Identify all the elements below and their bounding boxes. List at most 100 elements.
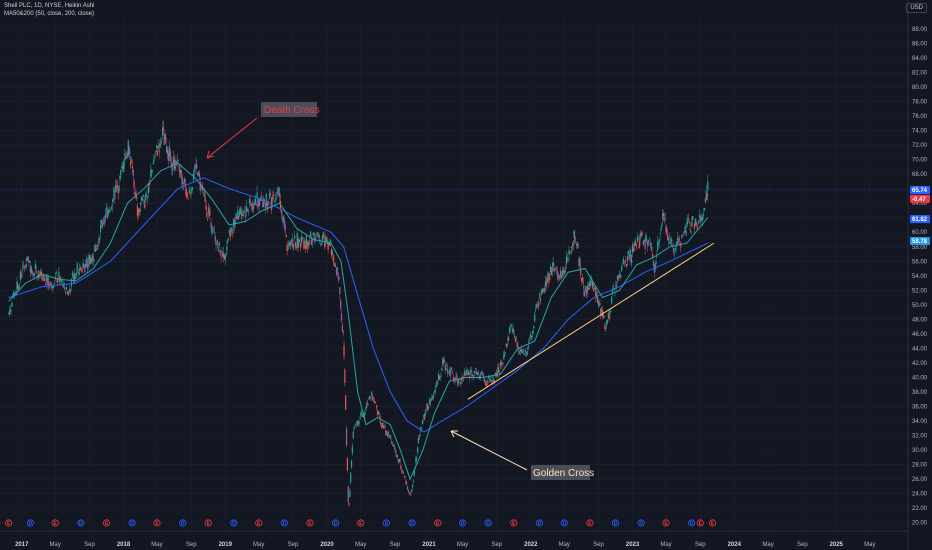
candle-body xyxy=(671,240,673,242)
dividend-marker[interactable] xyxy=(688,519,696,527)
indicator-legend[interactable]: MA50&200 (50, close, 200, close) xyxy=(4,11,95,17)
candle-body xyxy=(232,232,234,233)
candle-body xyxy=(640,233,642,235)
y-tick-label: 50.00 xyxy=(912,303,928,309)
candle-body xyxy=(274,198,277,200)
symbol-title[interactable]: Shell PLC, 1D, NYSE, Heikin Ashi xyxy=(4,3,95,9)
candle-body xyxy=(120,167,123,168)
dividend-marker[interactable] xyxy=(77,519,85,527)
candle-body xyxy=(95,248,98,250)
candle-body xyxy=(355,424,358,426)
candle-body xyxy=(202,192,205,194)
x-tick-label: 2024 xyxy=(728,542,742,548)
candle-body xyxy=(49,282,52,285)
candle-body xyxy=(368,397,370,400)
earnings-marker[interactable] xyxy=(51,519,59,527)
candle-body xyxy=(417,437,420,444)
candle-body xyxy=(633,248,635,251)
candle-body xyxy=(156,151,159,156)
x-tick-label: 2021 xyxy=(422,542,436,548)
candle-body xyxy=(611,296,613,304)
y-tick-label: 86.00 xyxy=(912,41,928,47)
grid xyxy=(0,18,908,530)
dividend-marker[interactable] xyxy=(230,519,238,527)
earnings-marker[interactable] xyxy=(434,519,442,527)
earnings-marker[interactable] xyxy=(662,519,670,527)
earnings-marker[interactable] xyxy=(255,519,263,527)
earnings-marker[interactable] xyxy=(586,519,594,527)
earnings-marker[interactable] xyxy=(510,519,518,527)
candle-body xyxy=(635,243,637,246)
y-tick-label: 88.00 xyxy=(912,27,928,33)
earnings-marker[interactable] xyxy=(696,519,704,527)
candle-body xyxy=(411,489,413,492)
candle-body xyxy=(536,302,538,303)
candle-body xyxy=(205,204,207,210)
earnings-marker[interactable] xyxy=(306,519,314,527)
dividend-marker[interactable] xyxy=(128,519,136,527)
candle-body xyxy=(538,301,540,305)
candle-body xyxy=(516,341,518,348)
x-tick-label: Sep xyxy=(84,542,95,548)
dividend-marker[interactable] xyxy=(408,519,416,527)
event-marker-label: D xyxy=(410,521,414,527)
dividend-marker[interactable] xyxy=(179,519,187,527)
candle-body xyxy=(325,237,328,239)
x-tick-label: May xyxy=(559,542,570,548)
candle-body xyxy=(329,244,331,246)
candle-body xyxy=(366,404,368,409)
candle-body xyxy=(483,379,486,383)
candle-body xyxy=(139,210,141,213)
candle-body xyxy=(332,254,334,261)
candle-body xyxy=(255,203,257,206)
time-axis[interactable]: 2017 May Sep 2018 May Sep 2019 May Sep 2020 May Sep… xyxy=(0,530,908,548)
candle-body xyxy=(187,195,189,198)
candle-body xyxy=(523,349,525,351)
y-tick-label: 34.00 xyxy=(912,419,928,425)
candle-body xyxy=(141,196,143,201)
candle-body xyxy=(21,275,23,277)
dividend-marker[interactable] xyxy=(26,519,34,527)
candle-body xyxy=(342,330,344,333)
earnings-marker[interactable] xyxy=(708,519,717,527)
candle-body xyxy=(663,218,665,220)
candle-body xyxy=(44,283,47,285)
candle-body xyxy=(513,330,515,333)
candle-body xyxy=(522,350,524,352)
candle-body xyxy=(354,426,356,427)
candle-body xyxy=(459,382,461,384)
candle-body xyxy=(598,303,600,306)
dividend-marker[interactable] xyxy=(458,519,467,527)
dividend-marker[interactable] xyxy=(637,519,645,527)
dividend-marker[interactable] xyxy=(484,519,492,527)
candle-body xyxy=(171,168,174,171)
candle-body xyxy=(540,291,542,295)
candle-body xyxy=(66,291,68,294)
earnings-marker[interactable] xyxy=(357,519,365,527)
candle-body xyxy=(9,309,11,311)
currency-button[interactable]: USD xyxy=(906,3,927,13)
candle-body xyxy=(74,272,76,279)
dividend-marker[interactable] xyxy=(611,519,620,527)
earnings-marker[interactable] xyxy=(5,519,13,527)
candle-body xyxy=(689,228,691,231)
earnings-marker[interactable] xyxy=(204,519,212,527)
candle-body xyxy=(75,273,77,276)
dividend-marker[interactable] xyxy=(332,519,340,527)
candle-body xyxy=(551,267,553,272)
candle-body xyxy=(385,430,387,435)
candle-body xyxy=(71,274,73,276)
dividend-marker[interactable] xyxy=(560,519,568,527)
dividend-marker[interactable] xyxy=(280,519,288,527)
earnings-marker[interactable] xyxy=(102,519,111,527)
candle-body xyxy=(338,277,340,280)
candle-body xyxy=(301,236,303,239)
earnings-marker[interactable] xyxy=(153,519,161,527)
candle-body xyxy=(420,427,422,432)
price-axis[interactable]: 20.00 22.00 24.00 26.00 28.00 30.00 32.00 34.00… xyxy=(907,0,932,550)
candle-body xyxy=(500,362,502,365)
candle-body xyxy=(88,255,90,260)
dividend-marker[interactable] xyxy=(382,519,390,527)
dividend-marker[interactable] xyxy=(535,519,544,527)
